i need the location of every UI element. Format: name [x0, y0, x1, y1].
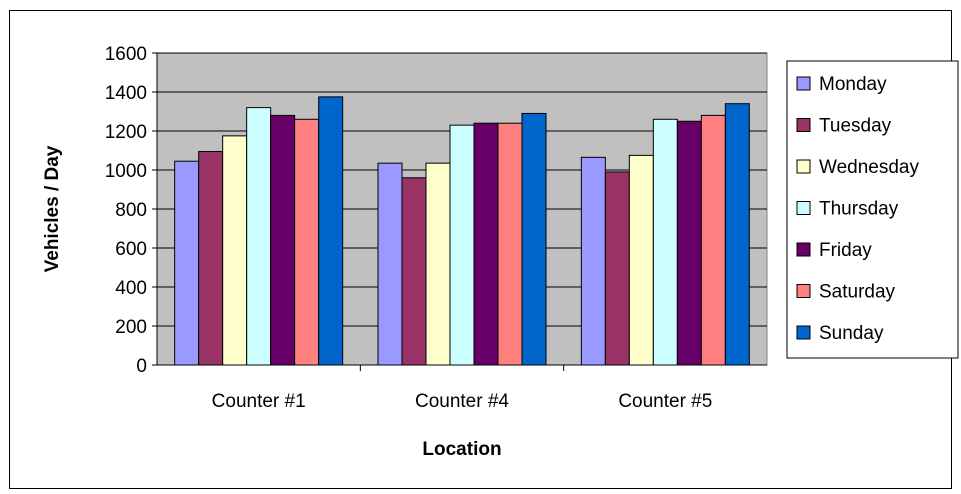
axes	[152, 52, 767, 371]
legend-label-monday: Monday	[819, 74, 887, 95]
y-tick-label: 1000	[105, 161, 147, 182]
legend-swatch-saturday	[796, 284, 811, 298]
y-tick-label: 1400	[105, 83, 147, 104]
bar-tuesday-1	[198, 150, 224, 366]
bar-saturday-1	[294, 118, 320, 366]
bar-thursday-3	[652, 118, 678, 366]
bar-sunday-2	[521, 112, 547, 366]
legend-label-sunday: Sunday	[819, 323, 884, 344]
bar-friday-1	[270, 114, 296, 366]
legend-swatch-friday	[796, 242, 811, 257]
bars	[174, 96, 750, 366]
legend-swatch-tuesday	[796, 118, 811, 132]
bar-friday-2	[473, 122, 499, 366]
bar-wednesday-2	[425, 162, 451, 366]
bar-tuesday-3	[604, 171, 630, 366]
x-axis-title: Location	[422, 439, 501, 460]
legend-swatch-sunday	[796, 325, 811, 340]
legend-swatch-wednesday	[796, 159, 811, 174]
bar-monday-3	[580, 156, 606, 366]
legend: Monday Tuesday Wednesday Thursday Friday Satu…	[786, 60, 959, 359]
bar-saturday-3	[700, 114, 726, 366]
bar-thursday-1	[246, 107, 272, 366]
bar-monday-1	[174, 160, 200, 366]
y-tick-label: 200	[115, 317, 147, 338]
legend-swatch-thursday	[796, 201, 811, 215]
legend-label-wednesday: Wednesday	[819, 157, 919, 178]
x-tick-label: Counter #4	[415, 391, 509, 412]
bar-tuesday-2	[401, 177, 427, 366]
legend-box	[786, 60, 959, 359]
y-tick-label: 400	[115, 278, 147, 299]
bar-wednesday-1	[222, 135, 248, 366]
y-tick-label: 1600	[105, 44, 147, 65]
bar-monday-2	[377, 162, 403, 366]
bar-wednesday-3	[628, 154, 654, 366]
y-tick-labels: 0 200 400 600 800 1000 1200 1400 1600	[105, 44, 147, 377]
legend-swatch-monday	[796, 76, 811, 91]
bar-friday-3	[676, 120, 702, 366]
legend-label-saturday: Saturday	[819, 282, 896, 303]
x-tick-label: Counter #5	[618, 391, 712, 412]
legend-label-tuesday: Tuesday	[819, 116, 892, 137]
bar-sunday-3	[724, 103, 750, 366]
x-tick-labels: Counter #1 Counter #4 Counter #5	[212, 391, 713, 412]
y-axis-title: Vehicles / Day	[42, 145, 63, 272]
legend-label-thursday: Thursday	[819, 199, 899, 220]
y-tick-label: 0	[136, 356, 147, 377]
bar-thursday-2	[449, 124, 475, 366]
y-tick-label: 600	[115, 239, 147, 260]
bar-sunday-1	[318, 96, 344, 366]
y-tick-label: 800	[115, 200, 147, 221]
legend-label-friday: Friday	[819, 240, 872, 261]
y-tick-label: 1200	[105, 122, 147, 143]
x-tick-label: Counter #1	[212, 391, 306, 412]
bar-saturday-2	[497, 122, 523, 366]
